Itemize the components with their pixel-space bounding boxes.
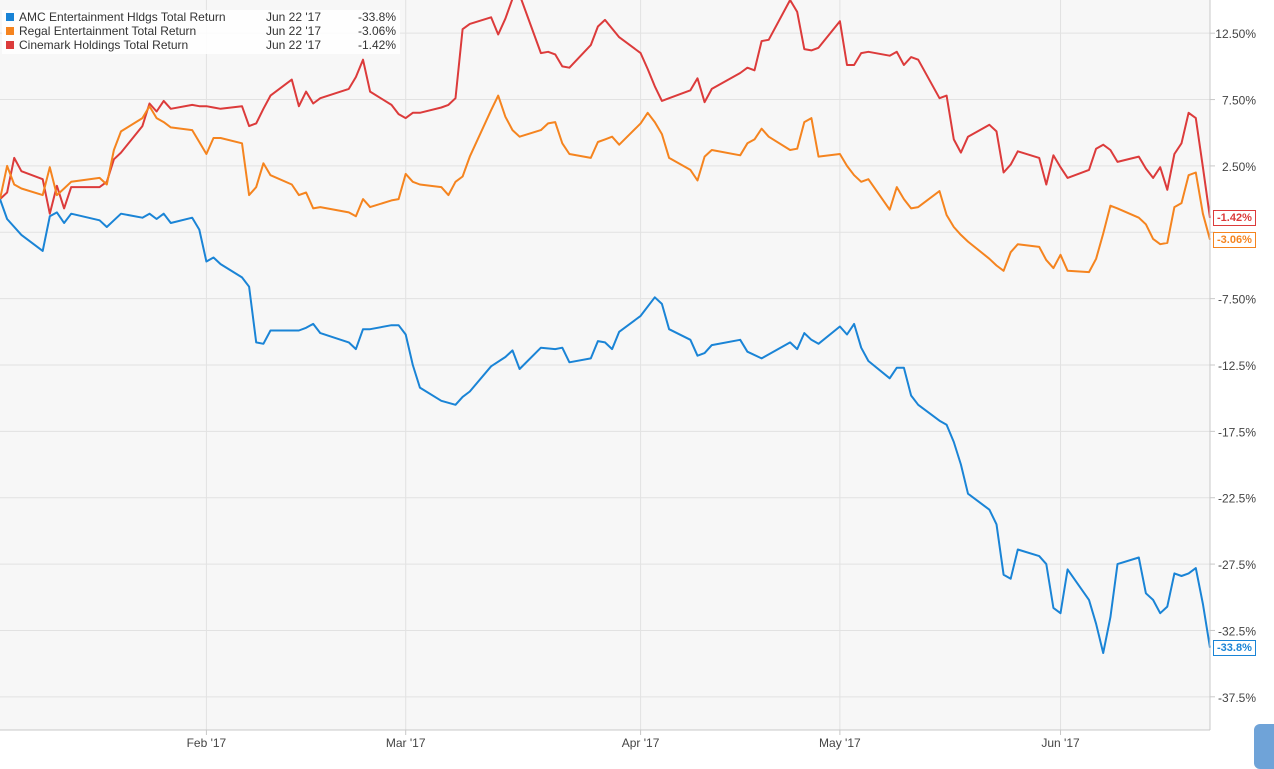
- x-tick-label: Jun '17: [1041, 736, 1080, 750]
- legend-value-cinemark: -1.42%: [357, 38, 396, 52]
- legend-name-amc: AMC Entertainment Hldgs Total Return: [19, 10, 226, 24]
- legend-swatch-amc: [6, 13, 14, 21]
- legend-date-regal: Jun 22 '17: [266, 24, 322, 38]
- legend-value-amc: -33.8%: [357, 10, 396, 24]
- y-tick-label: -12.5%: [1218, 359, 1256, 373]
- gridlines: [0, 0, 1210, 730]
- legend-date-cinemark: Jun 22 '17: [266, 38, 322, 52]
- legend-item-cinemark: Cinemark Holdings Total Return Jun 22 '1…: [6, 38, 396, 52]
- series-line-0: [0, 198, 1211, 654]
- series-line-2: [0, 0, 1211, 219]
- y-tick-label: 2.50%: [1222, 160, 1256, 174]
- legend-item-amc: AMC Entertainment Hldgs Total Return Jun…: [6, 10, 396, 24]
- x-tick-label: Feb '17: [187, 736, 227, 750]
- y-tick-label: -27.5%: [1218, 558, 1256, 572]
- end-label-regal: -3.06%: [1213, 231, 1256, 248]
- x-tick-label: Apr '17: [622, 736, 660, 750]
- y-tick-label: -22.5%: [1218, 492, 1256, 506]
- y-axis-ticks: 12.50% 7.50% 2.50% -7.50% -12.5% -17.5% -22.5%…: [1210, 27, 1256, 705]
- series-line-1: [0, 94, 1211, 274]
- y-tick-label: -37.5%: [1218, 691, 1256, 705]
- scroll-corner-button[interactable]: [1254, 724, 1274, 769]
- x-tick-label: Mar '17: [386, 736, 426, 750]
- y-tick-label: -32.5%: [1218, 624, 1256, 638]
- legend-name-cinemark: Cinemark Holdings Total Return: [19, 38, 189, 52]
- end-label-cinemark: -1.42%: [1213, 209, 1256, 226]
- legend-value-regal: -3.06%: [357, 24, 396, 38]
- x-tick-label: May '17: [819, 736, 861, 750]
- legend-swatch-cinemark: [6, 41, 14, 49]
- legend-item-regal: Regal Entertainment Total Return Jun 22 …: [6, 24, 396, 38]
- legend: AMC Entertainment Hldgs Total Return Jun…: [2, 10, 400, 54]
- y-tick-label: 12.50%: [1215, 27, 1256, 41]
- y-tick-label: -7.50%: [1218, 293, 1256, 307]
- legend-date-amc: Jun 22 '17: [266, 10, 322, 24]
- legend-swatch-regal: [6, 27, 14, 35]
- series-lines: [0, 0, 1211, 654]
- legend-name-regal: Regal Entertainment Total Return: [19, 24, 197, 38]
- y-tick-label: 7.50%: [1222, 94, 1256, 108]
- y-tick-label: -17.5%: [1218, 425, 1256, 439]
- x-axis-ticks: Feb '17 Mar '17 Apr '17 May '17 Jun '17: [187, 730, 1080, 750]
- end-label-amc: -33.8%: [1213, 639, 1256, 656]
